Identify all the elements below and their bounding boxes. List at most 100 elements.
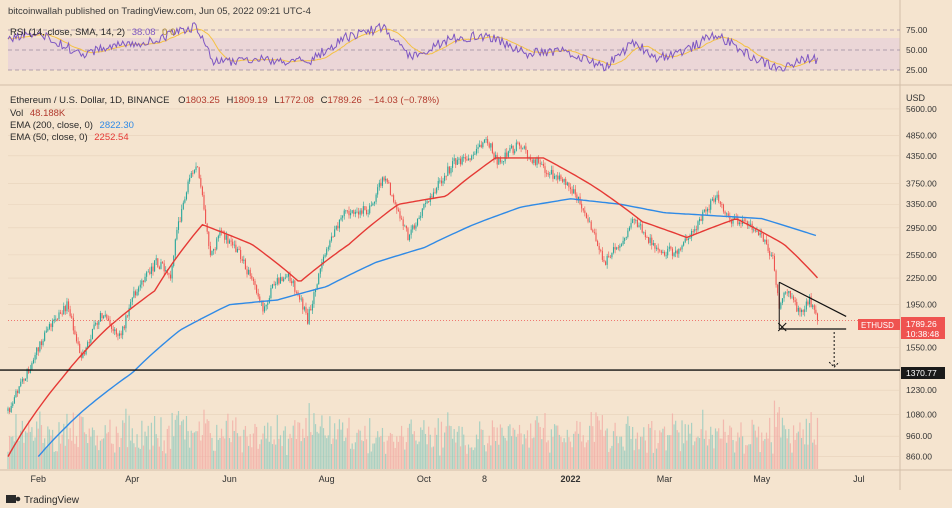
ema200-line [37, 198, 817, 458]
volume-bar [531, 438, 533, 469]
volume-bar [566, 429, 568, 469]
volume-bar [627, 416, 629, 469]
candle-body [326, 249, 328, 255]
volume-bar [625, 423, 627, 469]
volume-bar [349, 448, 352, 469]
ema50-line [7, 157, 819, 457]
volume-bar [749, 444, 752, 469]
candle-body [491, 143, 493, 153]
candle-body [399, 211, 401, 219]
candle-body [230, 240, 232, 242]
volume-bar [64, 445, 66, 469]
volume-bar [719, 438, 721, 469]
volume-bar [165, 453, 167, 469]
rsi-legend: RSI (14, close, SMA, 14, 2) 38.08 0 0 [10, 27, 175, 38]
volume-bar [676, 430, 678, 469]
volume-bar [357, 429, 360, 469]
price-tick-label: 1950.00 [906, 300, 937, 310]
ema200-legend[interactable]: EMA (200, close, 0) 2822.30 [10, 120, 134, 131]
volume-bar [612, 431, 615, 469]
support-price-tag[interactable]: 1370.77 [901, 367, 945, 379]
volume-bar [330, 444, 333, 469]
tradingview-logo-dot-icon [15, 496, 21, 502]
volume-bar [147, 425, 149, 469]
volume-bar [657, 443, 659, 469]
volume-bar [303, 437, 305, 469]
volume-bar [808, 423, 811, 469]
volume-bar [456, 431, 458, 469]
volume-bar [44, 438, 46, 469]
candle-body [530, 157, 532, 161]
ema50-value: 2252.54 [94, 132, 128, 143]
candle-body [112, 328, 114, 332]
volume-bar [271, 444, 274, 469]
volume-bar [193, 432, 196, 469]
candle-body [705, 209, 707, 212]
volume-bar [624, 450, 626, 469]
volume-bar [335, 439, 337, 469]
volume-bar [424, 433, 427, 469]
candle-body [251, 275, 253, 279]
volume-bar [708, 439, 710, 469]
candle-body [224, 232, 226, 240]
price-tick-label: 4850.00 [906, 131, 937, 141]
volume-bar [472, 450, 474, 469]
volume-bar [238, 436, 240, 469]
rsi-tick-label: 25.00 [906, 65, 928, 75]
candle-body [761, 233, 763, 234]
candle-body [585, 213, 587, 219]
candle-body [361, 210, 363, 214]
rsi-tick-label: 50.00 [906, 45, 928, 55]
volume-bar [729, 425, 731, 469]
volume-bar [104, 425, 106, 469]
volume-bar [574, 431, 576, 469]
ema50-legend[interactable]: EMA (50, close, 0) 2252.54 [10, 132, 129, 143]
volume-bar [45, 448, 47, 469]
volume-bar [160, 417, 162, 469]
volume-bar [281, 445, 283, 469]
candle-body [600, 249, 602, 252]
candle-body [34, 355, 36, 360]
volume-bar [394, 447, 396, 469]
candle-body [604, 261, 607, 265]
candle-body [810, 296, 812, 308]
candle-body [542, 163, 544, 167]
volume-bar [418, 441, 420, 469]
tradingview-brand[interactable]: TradingView [6, 495, 80, 506]
volume-bar [381, 427, 384, 469]
candle-body [555, 175, 557, 177]
volume-bar [746, 445, 748, 469]
volume-bar [174, 419, 176, 469]
candle-body [216, 238, 218, 250]
last-price-tag[interactable]: ETHUSD 1789.26 10:38:48 [858, 317, 945, 339]
candle-body [753, 229, 755, 231]
volume-bar [310, 432, 312, 469]
volume-bar [812, 442, 814, 469]
price-tick-label: 1230.00 [906, 385, 937, 395]
volume-bar [756, 437, 758, 469]
price-tick-label: 2950.00 [906, 223, 937, 233]
volume-bar [636, 432, 639, 469]
candle-body [13, 397, 15, 404]
volume-bar [754, 430, 756, 469]
volume-bar [526, 430, 529, 469]
price-tick-label: 5600.00 [906, 104, 937, 114]
rsi-sma-value: 0 0 [162, 27, 175, 38]
volume-bar [421, 429, 423, 469]
candle-body [576, 194, 578, 201]
candle-body [612, 247, 615, 253]
candle-body [354, 212, 356, 214]
symbol-legend[interactable]: Ethereum / U.S. Dollar, 1D, BINANCE O180… [10, 95, 439, 106]
volume-legend[interactable]: Vol 48.188K [10, 108, 66, 119]
candle-body [79, 343, 81, 353]
volume-bar [431, 447, 433, 469]
volume-bar [107, 432, 109, 469]
volume-bar [354, 442, 356, 469]
candle-body [300, 298, 302, 300]
candle-body [56, 318, 58, 320]
candle-body [453, 158, 455, 162]
volume-bar [182, 419, 184, 469]
candle-body [791, 296, 793, 298]
rsi-axis: 75.00 50.00 25.00 [906, 25, 928, 75]
